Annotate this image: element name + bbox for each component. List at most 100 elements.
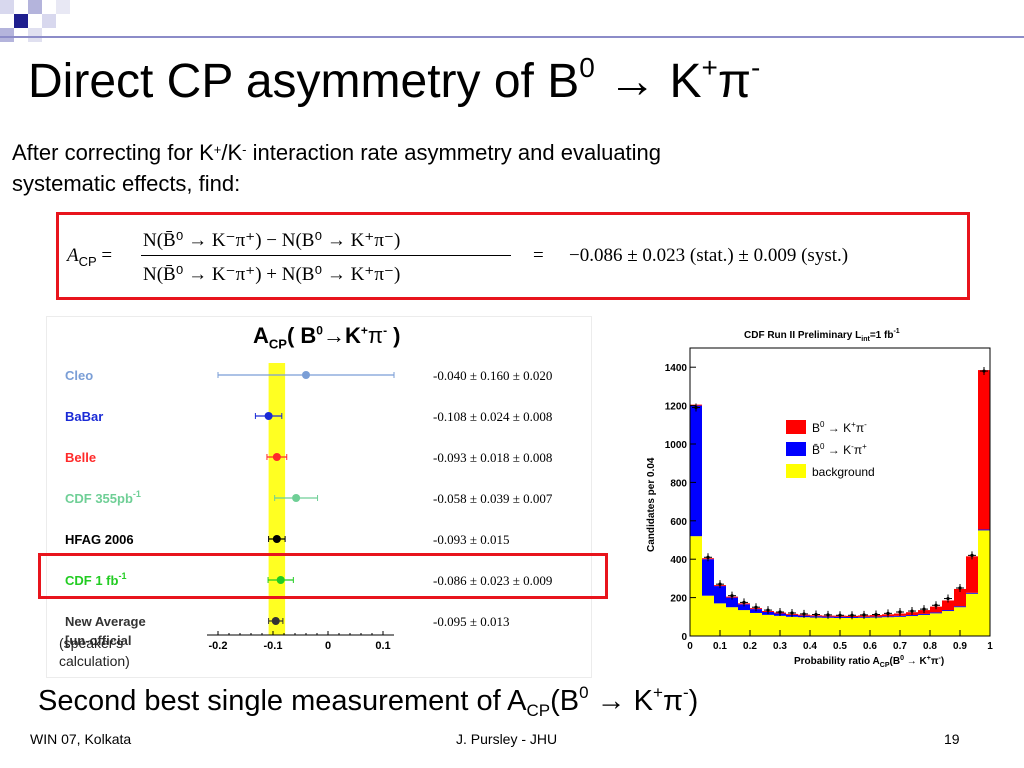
histogram-bar-B-0-K- [714, 586, 726, 604]
histogram-bar-background [906, 616, 918, 636]
x-tick-label: 0.6 [863, 641, 877, 652]
x-tick-label: 0.5 [833, 641, 847, 652]
data-point [958, 586, 962, 590]
legend-swatch [786, 464, 806, 478]
data-point [898, 610, 902, 614]
cdf-highlight-box [38, 553, 608, 599]
x-tick-label: 0.8 [923, 641, 937, 652]
measurement-value: -0.086 ± 0.023 ± 0.009 [433, 573, 552, 588]
histogram-bar-B-0-K- [978, 529, 990, 531]
histogram-bar-background [714, 603, 726, 636]
y-tick-label: 600 [670, 517, 687, 528]
x-axis-label: Probability ratio ACP(B0 → K+π-) [794, 655, 944, 669]
x-tick-label: 0.1 [375, 640, 390, 652]
histogram-bar-B-0-K- [966, 592, 978, 594]
measurement-value: -0.093 ± 0.018 ± 0.008 [433, 450, 552, 465]
legend-label-part: → K [824, 443, 851, 457]
legend-label-part: + [862, 442, 867, 451]
data-point [874, 612, 878, 617]
histogram-bar-B-0-K- [690, 405, 702, 537]
data-point [838, 613, 842, 617]
data-point [934, 603, 938, 607]
corner-square-2 [28, 0, 42, 14]
bottom-statement: Second best single measurement of ACP(B0… [38, 683, 699, 720]
measurement-point [272, 453, 281, 461]
formula-box: ACP = N(B̄⁰ → K⁻π⁺) − N(B⁰ → K⁺π⁻) N(B̄⁰… [56, 212, 970, 300]
legend-label: B̄0 → K-π+ [812, 442, 867, 457]
chart-title: CDF Run II Preliminary Lint=1 fb-1 [744, 328, 900, 343]
measurement-value: -0.093 ± 0.015 [433, 532, 509, 547]
histogram-bar-background [858, 617, 870, 636]
histogram-bar-background [966, 593, 978, 636]
x-tick-label: 0.2 [743, 641, 757, 652]
histogram-bar-background [954, 607, 966, 636]
data-point [982, 369, 986, 373]
histogram-bar-background [798, 617, 810, 636]
measurement-point [264, 412, 273, 420]
x-axis-label-part: 0 [900, 655, 904, 662]
histogram-bar-background [894, 616, 906, 636]
data-point [778, 610, 782, 614]
histogram-bar-B-0-K- [918, 613, 930, 615]
y-tick-label: 1000 [665, 440, 688, 451]
measurement-point [272, 535, 281, 543]
cdf-histogram: 0 200 400 600 800 1000 1200 1400 0 0.1 0.2 0.3 0.4 0.… [636, 318, 1008, 674]
data-point [754, 605, 758, 609]
x-tick-label: 0.9 [953, 641, 967, 652]
corner-square-3 [42, 14, 56, 28]
formula-denominator: N(B̄⁰ → K⁻π⁺) + N(B⁰ → K⁺π⁻) [143, 264, 401, 285]
average-band [268, 363, 286, 635]
x-tick-label: 0.7 [893, 641, 907, 652]
experiment-label-sup: -1 [118, 571, 126, 581]
measurement-point [302, 371, 310, 379]
comparison-header: ACP( B0→K+π- ) [253, 323, 401, 352]
legend-label-part: - [864, 420, 867, 429]
histogram-bar-B-0-K- [906, 615, 918, 617]
data-point [826, 613, 830, 617]
histogram-bar-background [810, 617, 822, 636]
legend-swatch [786, 442, 806, 456]
legend-label-part: - [851, 442, 854, 451]
data-point [886, 611, 890, 615]
x-axis-label-part: (B [890, 656, 901, 667]
measurement-value: -0.108 ± 0.024 ± 0.008 [433, 409, 552, 424]
data-point [862, 613, 866, 617]
intro-text: After correcting for K+/K- interaction r… [12, 140, 662, 196]
histogram-bar-background [774, 615, 786, 636]
histogram-bar-B-0-K- [726, 597, 738, 608]
histogram-bar-background [822, 617, 834, 636]
histogram-bar-B-0-K- [954, 606, 966, 608]
footer-left: WIN 07, Kolkata [30, 731, 132, 747]
data-point [694, 405, 698, 410]
histogram-bar-B0-K- [978, 370, 990, 530]
histogram-bar-background [702, 595, 714, 636]
x-axis-label-part: π [931, 656, 939, 667]
comparison-plot-svg: -0.2 -0.1 0 0.1 Cleo -0.040 ± 0.160 ± 0.020 Ba… [65, 363, 553, 652]
corner-square-6 [28, 28, 42, 42]
x-axis-label-part: ) [941, 656, 944, 667]
speaker-note: (speaker's calculation) [59, 635, 130, 669]
x-tick-label: 0.3 [773, 641, 787, 652]
histogram-bar-background [870, 617, 882, 636]
y-tick-label: 1400 [665, 363, 688, 374]
experiment-label: CDF 355pb-1 [65, 489, 141, 506]
histogram-bar-background [942, 611, 954, 636]
x-axis-label-part: CP [880, 662, 890, 669]
histogram-bar-B-0-K- [702, 559, 714, 596]
y-tick-label: 1200 [665, 402, 688, 413]
x-tick-label: 0 [687, 641, 693, 652]
formula-numerator: N(B̄⁰ → K⁻π⁺) − N(B⁰ → K⁺π⁻) [143, 230, 401, 251]
x-tick-label: -0.1 [264, 640, 283, 652]
histogram-bar-B-0-K- [942, 610, 954, 612]
legend-label-part: → K [824, 421, 851, 435]
x-tick-label: 0 [325, 640, 331, 652]
x-tick-label: 0.4 [803, 641, 817, 652]
measurement-point [292, 494, 301, 502]
formula-lhs: ACP = [67, 245, 113, 269]
formula-result: −0.086 ± 0.023 (stat.) ± 0.009 (syst.) [569, 245, 849, 266]
corner-square-4 [0, 28, 14, 42]
data-point [970, 553, 974, 557]
y-tick-label: 400 [670, 555, 687, 566]
histogram-bar-background [978, 530, 990, 636]
